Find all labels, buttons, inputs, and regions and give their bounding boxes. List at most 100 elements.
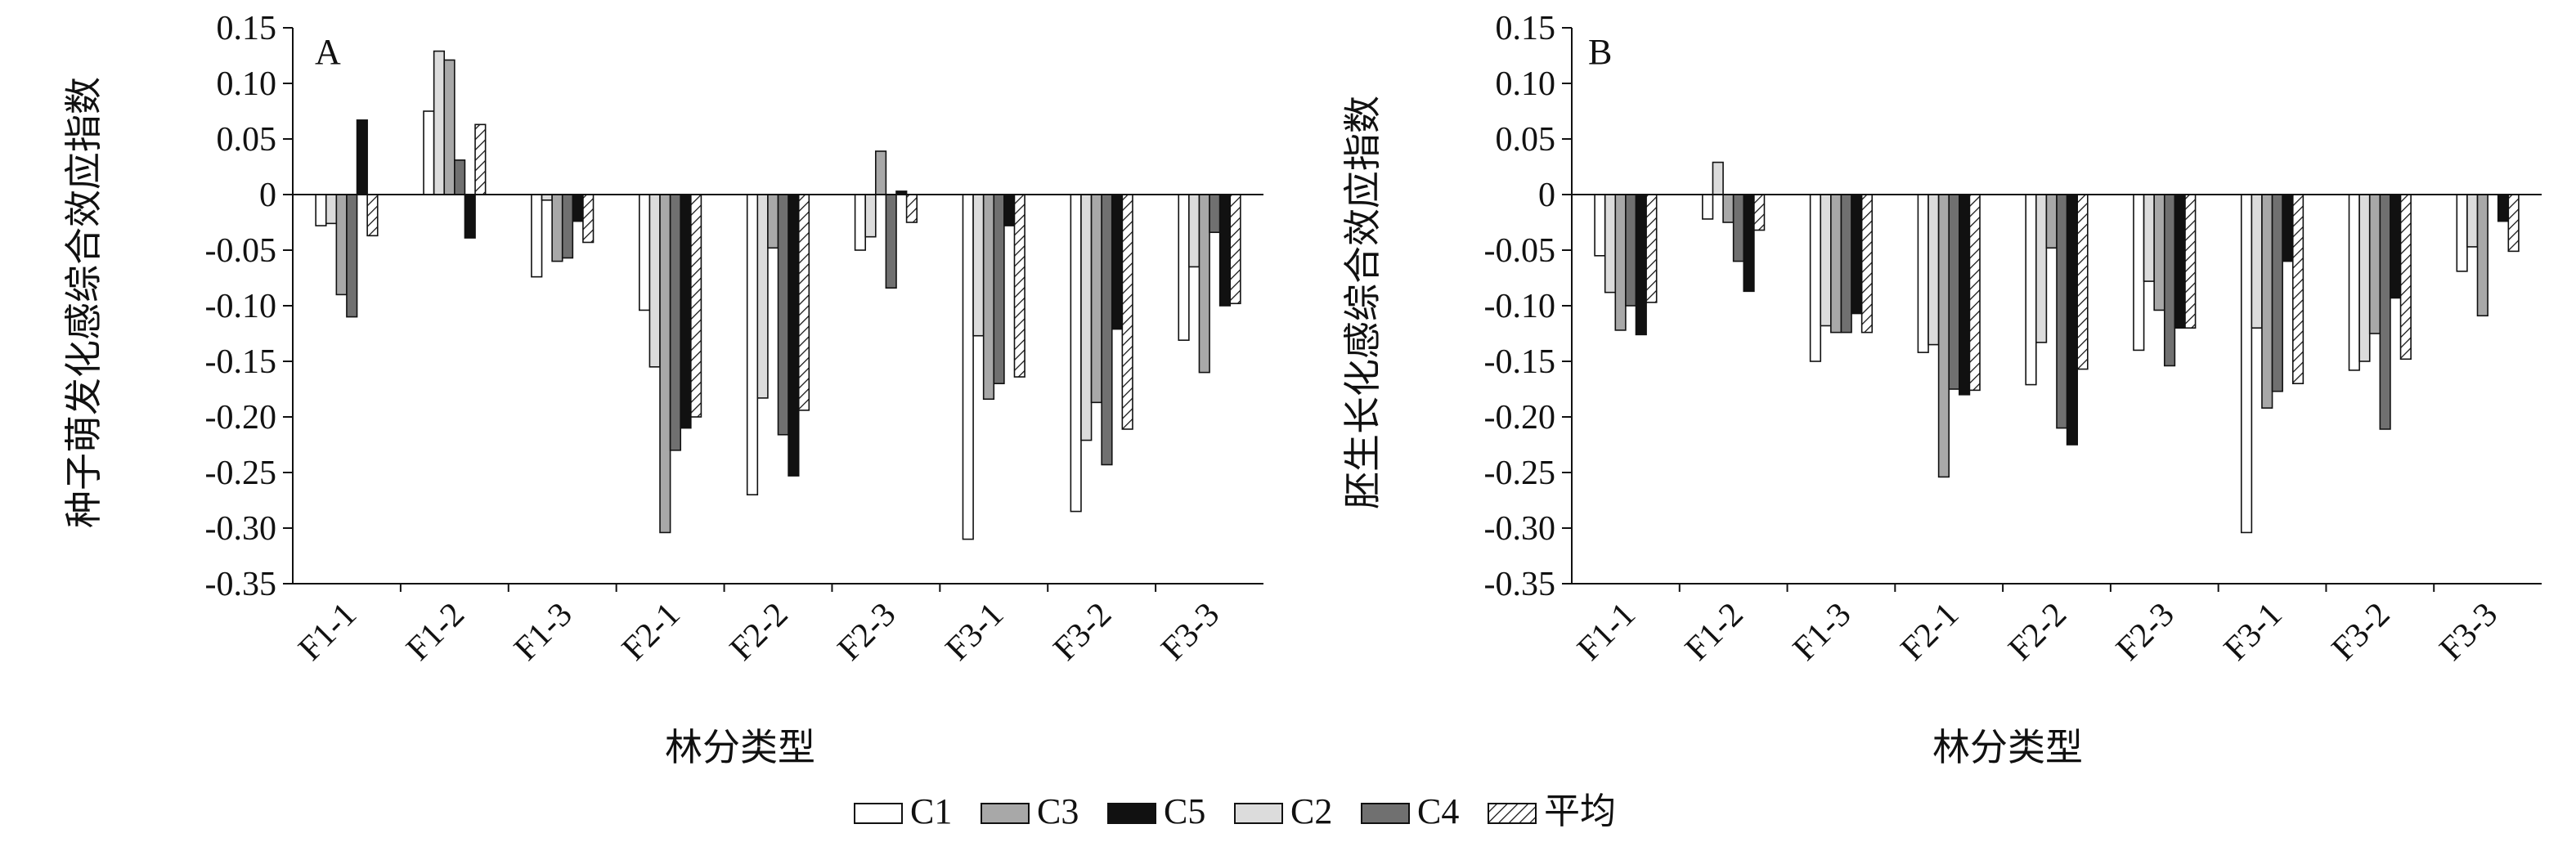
bar-C1-F3-2 <box>1070 194 1082 513</box>
panel-label-b: B <box>1588 32 1612 72</box>
legend-label: C3 <box>1037 791 1079 831</box>
y-tick-label: 0 <box>259 177 276 214</box>
bar-C3-F3-3 <box>2476 194 2488 317</box>
x-tick-label: F3-1 <box>939 596 1012 669</box>
x-tick-label: F3-2 <box>2325 596 2398 669</box>
bar-C2-F1-1 <box>325 194 338 225</box>
y-tick-label: -0.15 <box>1484 343 1556 381</box>
bar-C1-F3-1 <box>962 194 974 540</box>
x-tick-label: F3-3 <box>2433 596 2506 669</box>
x-tick-label: F1-1 <box>1570 596 1643 669</box>
bars-a <box>315 50 1241 540</box>
bar-C2-F2-2 <box>2035 194 2048 343</box>
bar-C3-F1-3 <box>1830 194 1842 334</box>
legend-swatch <box>1361 803 1410 824</box>
bar-C5-F2-1 <box>680 194 692 429</box>
bar-平均-F3-1 <box>2291 194 2304 384</box>
bar-C4-F3-2 <box>2379 194 2391 430</box>
y-tick-label: 0 <box>1538 177 1555 214</box>
bar-C4-F3-3 <box>1209 194 1221 234</box>
y-tick-label: -0.30 <box>205 510 277 548</box>
bar-平均-F1-1 <box>1645 194 1658 303</box>
bar-C2-F1-1 <box>1604 194 1617 293</box>
bar-平均-F3-3 <box>1229 194 1241 305</box>
bar-C3-F3-2 <box>1090 194 1102 404</box>
legend-swatch <box>1488 803 1537 824</box>
x-tick-label: F1-2 <box>1678 596 1751 669</box>
bar-C2-F3-1 <box>972 194 985 337</box>
y-tick-label: 0.15 <box>1496 10 1556 47</box>
bar-C2-F2-1 <box>1928 194 1940 346</box>
bar-C5-F1-1 <box>1635 194 1647 336</box>
bar-C2-F3-2 <box>1080 194 1093 441</box>
x-tick-label: F1-3 <box>1786 596 1859 669</box>
bar-C3-F3-2 <box>2368 194 2381 334</box>
bar-平均-F3-2 <box>1121 194 1133 430</box>
bar-C4-F2-1 <box>669 194 682 451</box>
bar-C1-F1-1 <box>315 194 327 226</box>
bar-C1-F2-1 <box>639 194 651 311</box>
legend: C1 C3 C5 C2 C4 平均 <box>854 791 1616 831</box>
y-tick-label: -0.10 <box>1484 288 1556 325</box>
x-tick-label: F2-3 <box>2109 596 2182 669</box>
bar-C5-F2-2 <box>2066 194 2079 446</box>
y-tick-label: 0.15 <box>217 10 277 47</box>
y-tick-label: 0.05 <box>217 121 277 159</box>
bar-C4-F1-2 <box>1732 194 1745 262</box>
bar-平均-F2-3 <box>905 194 918 223</box>
bar-C3-F3-3 <box>1198 194 1210 374</box>
bar-C5-F1-3 <box>572 194 584 222</box>
bar-C3-F1-2 <box>1722 194 1735 223</box>
bar-C3-F2-1 <box>1937 194 1950 478</box>
bar-C1-F2-2 <box>2025 194 2037 386</box>
bar-C4-F1-1 <box>1625 194 1637 307</box>
bar-平均-F1-1 <box>366 194 379 237</box>
y-tick-label: 0.10 <box>217 65 277 103</box>
bar-C2-F3-3 <box>1188 194 1200 268</box>
y-tick-label: -0.25 <box>1484 455 1556 492</box>
x-axis-b: F1-1 F1-2 F1-3 F2-1 F2-2 F2-3 F3-1 F3-2 F3-3 <box>1570 584 2505 668</box>
bar-平均-F1-3 <box>1860 194 1874 334</box>
bar-C3-F2-3 <box>874 150 887 195</box>
y-tick-label: 0.05 <box>1496 121 1556 159</box>
bar-C4-F2-2 <box>777 194 789 436</box>
bar-C3-F3-1 <box>2261 194 2273 409</box>
bar-C1-F2-1 <box>1917 194 1929 353</box>
bar-平均-F1-2 <box>1753 194 1766 231</box>
legend-label: 平均 <box>1544 791 1616 831</box>
x-tick-label: F3-2 <box>1047 596 1120 669</box>
bar-C1-F3-3 <box>1178 194 1190 341</box>
bar-C3-F3-1 <box>982 194 995 401</box>
bar-C2-F1-3 <box>541 194 553 201</box>
bar-C2-F1-2 <box>1712 161 1724 195</box>
bar-C5-F2-3 <box>2174 194 2186 329</box>
bar-C1-F3-2 <box>2348 194 2360 371</box>
bar-C4-F3-1 <box>993 194 1005 384</box>
bars-b <box>1594 161 2520 534</box>
bar-C5-F1-1 <box>356 119 368 195</box>
legend-label: C4 <box>1417 791 1459 831</box>
legend-swatch <box>1234 803 1283 824</box>
bar-C4-F2-1 <box>1948 194 1960 390</box>
bar-C1-F1-2 <box>423 110 435 195</box>
bar-C5-F2-2 <box>788 194 800 477</box>
x-tick-label: F3-3 <box>1154 596 1227 669</box>
y-tick-label: -0.20 <box>1484 399 1556 437</box>
bar-平均-F3-1 <box>1013 194 1025 378</box>
bar-C1-F3-3 <box>2456 194 2468 272</box>
bar-平均-F1-3 <box>582 194 595 244</box>
bar-平均-F2-2 <box>797 194 810 411</box>
bar-C4-F1-3 <box>1840 194 1852 334</box>
legend-label: C2 <box>1290 791 1332 831</box>
x-tick-label: F1-2 <box>399 596 472 669</box>
y-axis-title-b: 胚生长化感综合效应指数 <box>1342 96 1384 509</box>
bar-C3-F2-3 <box>2153 194 2165 311</box>
bar-平均-F3-2 <box>2399 194 2412 361</box>
y-tick-label: -0.05 <box>205 232 277 270</box>
x-tick-label: F1-3 <box>507 596 580 669</box>
bar-C4-F1-3 <box>561 194 574 259</box>
bar-C1-F2-3 <box>854 194 866 251</box>
legend-swatch <box>1107 803 1156 824</box>
y-axis-title-a: 种子萌发化感综合效应指数 <box>63 77 105 528</box>
